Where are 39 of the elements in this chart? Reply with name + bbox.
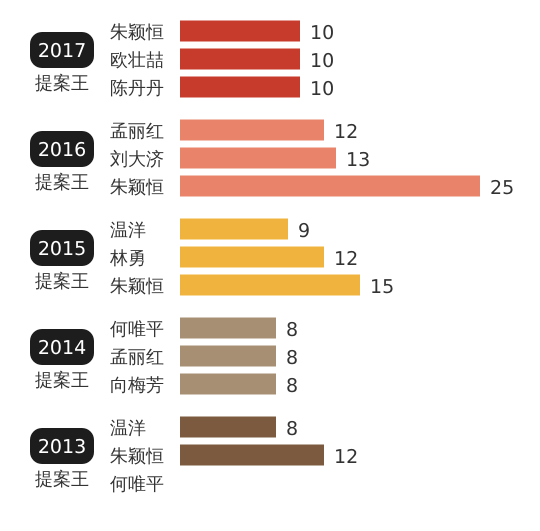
text: 提案王: [35, 172, 89, 193]
text: 2016: [38, 139, 86, 161]
text: 提案王: [35, 73, 89, 94]
data-label: 9: [298, 220, 310, 242]
y-tick-label: 朱颖恒: [110, 22, 164, 43]
data-label: 12: [334, 446, 358, 468]
y-tick-label: 向梅芳: [110, 375, 164, 396]
data-label: 12: [334, 121, 358, 143]
data-label: 8: [286, 319, 298, 341]
text: 2017: [38, 40, 86, 62]
y-tick-label: 朱颖恒: [110, 446, 164, 467]
text: 2013: [38, 436, 86, 458]
y-tick-label: 朱颖恒: [110, 177, 164, 198]
y-tick-label: 孟丽红: [110, 347, 164, 368]
data-label: 10: [310, 78, 334, 100]
data-label: 8: [286, 418, 298, 440]
text: 提案王: [35, 469, 89, 490]
y-tick-label: 朱颖恒: [110, 276, 164, 297]
text: 提案王: [35, 271, 89, 292]
y-tick-label: 温洋: [110, 418, 146, 439]
text: 2014: [38, 337, 86, 359]
text: 2015: [38, 238, 86, 260]
y-tick-label: 孟丽红: [110, 121, 164, 142]
data-label: 15: [370, 276, 394, 298]
data-label: 10: [310, 22, 334, 44]
y-tick-label: 林勇: [109, 248, 146, 269]
data-label: 8: [286, 375, 298, 397]
y-tick-label: 刘大济: [110, 149, 164, 170]
text: 提案王: [35, 370, 89, 391]
data-label: 10: [310, 50, 334, 72]
data-label: 25: [490, 177, 514, 199]
y-tick-label: 何唯平: [110, 474, 164, 495]
y-tick-label: 陈丹丹: [110, 78, 164, 99]
y-tick-label: 欧壮喆: [110, 50, 164, 71]
data-label: 12: [334, 248, 358, 270]
data-label: 8: [286, 347, 298, 369]
y-tick-label: 温洋: [110, 220, 146, 241]
y-tick-label: 何唯平: [110, 319, 164, 340]
data-label: 13: [346, 149, 370, 171]
